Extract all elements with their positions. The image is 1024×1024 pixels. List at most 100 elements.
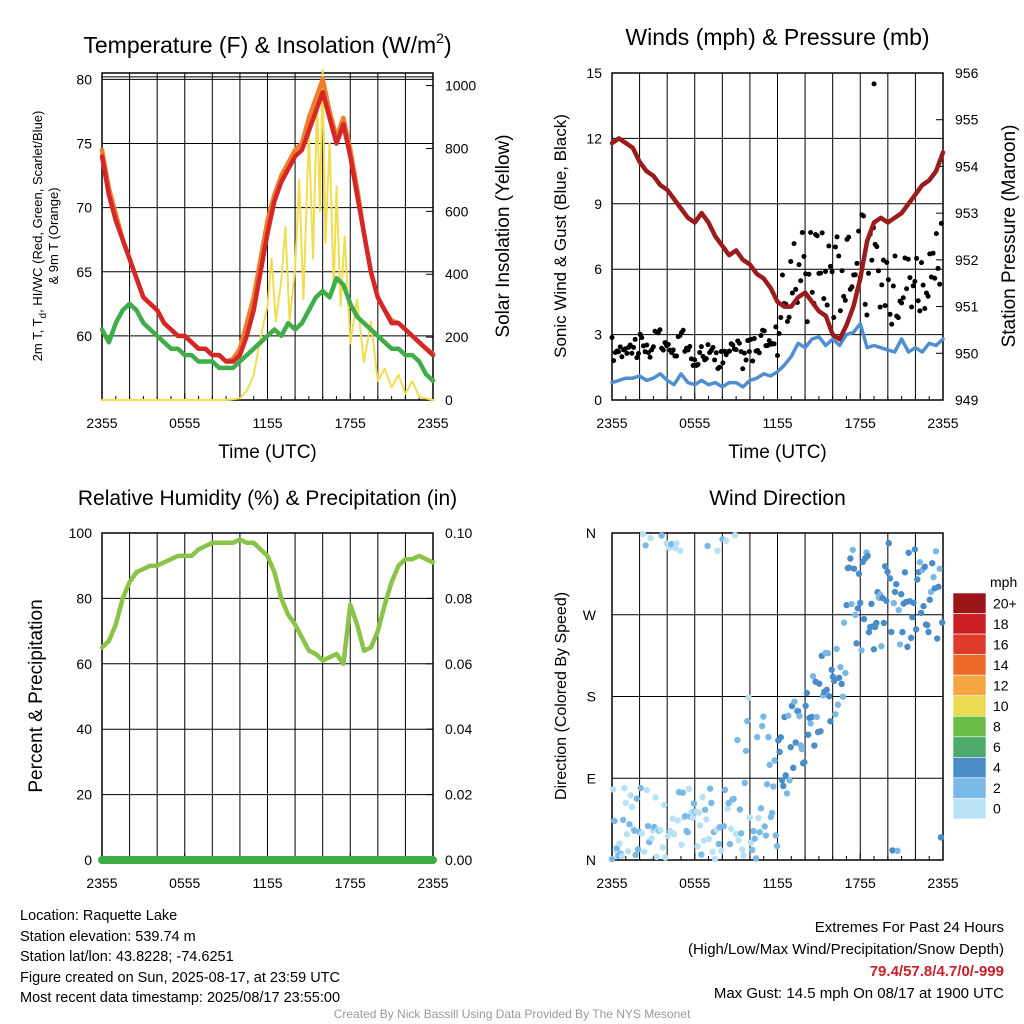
gust-dot	[861, 213, 867, 219]
extremes-box: Extremes For Past 24 Hours (High/Low/Max…	[688, 917, 1004, 1005]
y-axis-label-line2: & 9m T (Orange)	[46, 187, 61, 284]
direction-dot	[746, 814, 753, 821]
direction-dot	[811, 742, 818, 749]
pressure-line	[609, 136, 946, 342]
gust-dot	[882, 303, 888, 309]
panel-title: Relative Humidity (%) & Precipitation (i…	[78, 487, 457, 510]
gust-dot	[609, 334, 615, 340]
direction-dot	[920, 602, 927, 610]
gust-dot	[698, 344, 704, 350]
direction-dot	[855, 570, 863, 577]
extremes-heading: Extremes For Past 24 Hours	[814, 919, 1004, 936]
direction-dot	[679, 789, 686, 796]
direction-dot	[777, 734, 785, 741]
direction-dot	[608, 855, 616, 863]
direction-dot	[780, 782, 787, 790]
direction-dot	[749, 846, 756, 854]
direction-dot	[677, 547, 684, 555]
x-tick-label: 1155	[762, 415, 792, 431]
gust-dot	[647, 354, 653, 360]
y-tick-label: 65	[76, 264, 92, 280]
gust-dot	[793, 286, 799, 292]
direction-dot	[850, 565, 858, 572]
y-tick-label: 0	[84, 852, 92, 868]
gust-dot	[743, 357, 749, 363]
figure-created: Figure created on Sun, 2025-08-17, at 23…	[20, 969, 340, 986]
direction-dot	[694, 843, 701, 850]
gust-dot	[849, 284, 855, 290]
direction-dot	[848, 600, 855, 608]
direction-dot	[619, 816, 627, 824]
gust-dot	[632, 336, 638, 342]
gust-dot	[920, 282, 926, 288]
direction-dot	[745, 694, 752, 701]
gust-dot	[617, 344, 623, 350]
direction-dot	[705, 835, 713, 843]
credit-line: Created By Nick Bassill Using Data Provi…	[333, 1007, 691, 1021]
x-tick-label: 2355	[86, 415, 117, 431]
direction-dot	[670, 830, 678, 838]
direction-dot	[708, 799, 715, 807]
gust-dot	[822, 269, 828, 275]
direction-dot	[755, 814, 762, 822]
gust-dot	[937, 281, 943, 287]
direction-dot	[718, 847, 725, 855]
direction-dot	[627, 792, 634, 799]
gust-dot	[771, 341, 777, 347]
direction-dot	[787, 743, 794, 751]
gust-dot	[736, 340, 742, 346]
gust-dot	[695, 361, 701, 367]
station-elevation: Station elevation: 539.74 m	[20, 928, 196, 945]
panel-title: Winds (mph) & Pressure (mb)	[625, 24, 929, 50]
gust-dot	[665, 341, 671, 347]
direction-dot	[642, 542, 649, 549]
gust-dot	[875, 268, 881, 274]
gust-dot	[631, 344, 637, 350]
direction-dot	[658, 532, 665, 539]
direction-dot	[699, 793, 706, 801]
colorbar-swatch	[952, 695, 987, 717]
direction-dot	[893, 580, 900, 588]
gust-dot	[791, 241, 797, 247]
gust-dot	[814, 233, 820, 239]
direction-dot	[752, 855, 760, 862]
direction-dot	[737, 830, 745, 837]
direction-dot	[880, 619, 888, 627]
direction-dot	[730, 795, 737, 802]
x-tick-label: 1155	[252, 875, 282, 891]
y2-tick-label: 952	[955, 252, 979, 268]
x-tick-label: 1155	[762, 875, 792, 891]
colorbar-swatch	[952, 674, 987, 697]
y-tick-label: E	[587, 770, 596, 786]
direction-dot	[816, 680, 823, 687]
colorbar-swatch	[952, 757, 987, 779]
y2-axis-label: Solar Insolation (Yellow)	[493, 134, 514, 337]
gust-dot	[758, 332, 764, 338]
direction-dot	[914, 576, 921, 583]
y2-tick-label: 600	[445, 203, 469, 219]
direction-dot	[782, 772, 789, 779]
direction-dot	[678, 841, 685, 849]
y-tick-label: 20	[76, 787, 92, 803]
direction-dot	[824, 649, 832, 657]
y-tick-label: 15	[586, 65, 602, 81]
y-tick-label: N	[586, 525, 596, 541]
gust-dot	[788, 258, 794, 264]
colorbar-label: 18	[993, 616, 1009, 632]
direction-dot	[621, 784, 628, 792]
direction-dot	[724, 805, 731, 812]
gust-dot	[892, 253, 898, 259]
direction-dot	[776, 748, 783, 756]
direction-dot	[754, 734, 761, 741]
gust-dot	[846, 234, 852, 240]
direction-dot	[790, 764, 797, 772]
direction-dot	[830, 677, 838, 685]
direction-dot	[648, 835, 655, 842]
gust-dot	[635, 351, 641, 357]
direction-dot	[802, 702, 809, 710]
direction-dot	[839, 693, 847, 700]
direction-dot	[720, 822, 727, 830]
colorbar-label: 12	[993, 677, 1009, 693]
colorbar-swatch	[952, 613, 987, 635]
x-tick-label: 2355	[417, 875, 448, 891]
